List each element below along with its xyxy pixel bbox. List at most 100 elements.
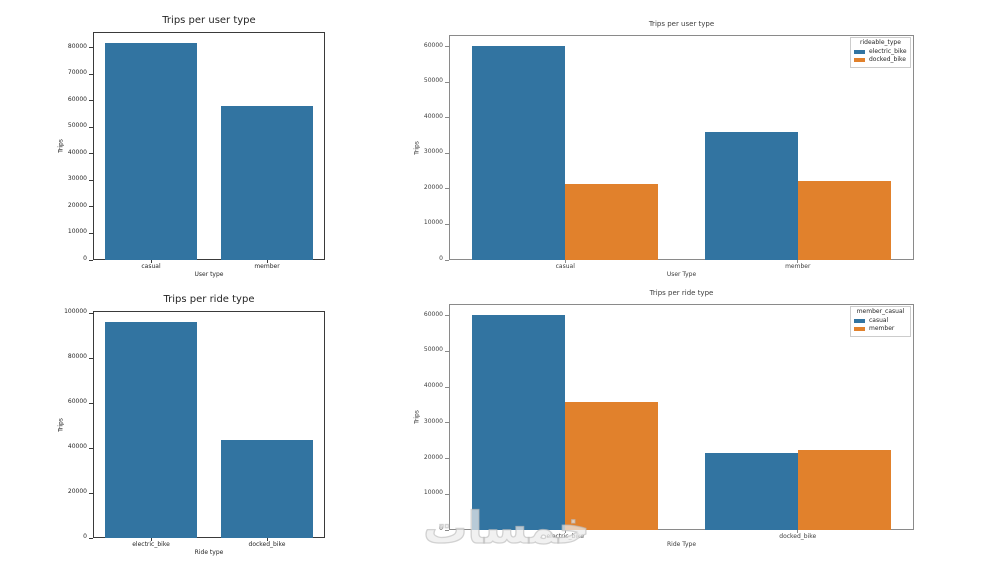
y-tick-label: 20000: [423, 453, 443, 461]
y-tick-mark: [89, 153, 93, 155]
y-tick-mark: [445, 350, 449, 352]
chart-title: Trips per ride type: [163, 294, 255, 305]
y-tick-label: 20000: [423, 183, 443, 191]
y-tick-mark: [89, 100, 93, 102]
legend-item: casual: [854, 316, 907, 325]
plot-area: [449, 304, 914, 530]
y-axis-label: Trips: [413, 410, 421, 424]
bar-trips-electric_bike: [104, 321, 198, 538]
legend: rideable_type electric_bike docked_bike: [850, 37, 911, 68]
bar-docked_bike-casual: [565, 183, 659, 260]
x-tick-label: docked_bike: [779, 533, 817, 540]
bar-electric_bike-casual: [472, 45, 566, 260]
y-tick-label: 30000: [423, 417, 443, 425]
x-tick-label: electric_bike: [546, 533, 585, 540]
y-tick-label: 80000: [67, 42, 87, 50]
y-tick-label: 60000: [67, 398, 87, 406]
y-tick-mark: [89, 206, 93, 208]
bar-electric_bike-member: [704, 132, 798, 260]
y-tick-mark: [89, 492, 93, 494]
bar-member-electric_bike: [565, 401, 659, 530]
bar-trips-docked_bike: [220, 439, 314, 538]
x-tick-mark: [266, 260, 268, 263]
bar-member-docked_bike: [797, 450, 891, 530]
y-tick-label: 40000: [67, 443, 87, 451]
y-tick-mark: [89, 259, 93, 261]
x-tick-mark: [150, 260, 152, 263]
legend-item-label: member: [869, 325, 895, 333]
chart-title: Trips per ride type: [649, 289, 714, 297]
legend-swatch-casual: [854, 318, 865, 323]
x-axis-label: Ride Type: [666, 541, 697, 548]
y-tick-label: 100000: [64, 308, 87, 316]
x-tick-label: electric_bike: [132, 541, 170, 548]
bar-trips-casual: [104, 42, 198, 260]
y-tick-label: 0: [439, 255, 443, 262]
legend-item-label: casual: [869, 316, 889, 324]
y-tick-mark: [89, 357, 93, 359]
y-tick-label: 20000: [67, 488, 87, 496]
y-tick-mark: [445, 259, 449, 261]
y-tick-label: 30000: [67, 175, 87, 183]
y-tick-mark: [89, 47, 93, 49]
legend-item: electric_bike: [854, 47, 907, 56]
y-tick-label: 10000: [423, 489, 443, 497]
y-tick-mark: [445, 46, 449, 48]
y-tick-label: 0: [439, 525, 443, 532]
y-tick-mark: [445, 117, 449, 119]
plot-area: [93, 311, 325, 538]
y-tick-label: 10000: [423, 219, 443, 227]
x-tick-label: member: [785, 263, 811, 270]
y-tick-label: 60000: [423, 41, 443, 49]
y-tick-label: 80000: [67, 353, 87, 361]
y-tick-mark: [89, 402, 93, 404]
x-tick-label: casual: [555, 263, 575, 270]
y-tick-mark: [445, 152, 449, 154]
x-axis-label: User Type: [666, 271, 697, 278]
y-tick-mark: [445, 458, 449, 460]
y-tick-label: 40000: [423, 112, 443, 120]
plot-area: [93, 32, 325, 260]
legend-swatch-electric_bike: [854, 49, 865, 54]
x-tick-mark: [797, 530, 799, 533]
y-tick-mark: [445, 529, 449, 531]
x-tick-mark: [150, 538, 152, 541]
legend-title: rideable_type: [860, 39, 901, 46]
bar-casual-docked_bike: [704, 453, 798, 530]
y-tick-label: 40000: [423, 382, 443, 390]
x-tick-label: casual: [141, 263, 161, 270]
y-tick-mark: [89, 447, 93, 449]
legend-item: member: [854, 326, 907, 333]
y-tick-label: 60000: [423, 310, 443, 318]
plot-area: [449, 35, 914, 260]
legend-swatch-docked_bike: [854, 58, 865, 63]
x-tick-label: member: [254, 263, 280, 270]
y-tick-mark: [445, 386, 449, 388]
x-axis-label: User type: [194, 271, 224, 278]
y-tick-label: 70000: [67, 69, 87, 77]
y-tick-mark: [89, 73, 93, 75]
x-tick-mark: [797, 260, 799, 263]
y-tick-label: 20000: [67, 201, 87, 209]
y-tick-mark: [445, 422, 449, 424]
y-tick-mark: [445, 493, 449, 495]
y-tick-mark: [89, 537, 93, 539]
y-tick-mark: [445, 81, 449, 83]
legend-item: docked_bike: [854, 57, 907, 64]
y-tick-mark: [89, 179, 93, 181]
y-tick-mark: [445, 223, 449, 225]
x-tick-label: docked_bike: [248, 541, 286, 548]
y-tick-mark: [89, 126, 93, 128]
legend-item-label: electric_bike: [869, 47, 907, 55]
bar-casual-electric_bike: [472, 314, 566, 530]
y-tick-label: 50000: [67, 122, 87, 130]
y-tick-label: 0: [83, 533, 87, 540]
x-axis-label: Ride type: [194, 549, 224, 556]
chart-title: Trips per user type: [648, 20, 715, 28]
y-tick-label: 50000: [423, 346, 443, 354]
